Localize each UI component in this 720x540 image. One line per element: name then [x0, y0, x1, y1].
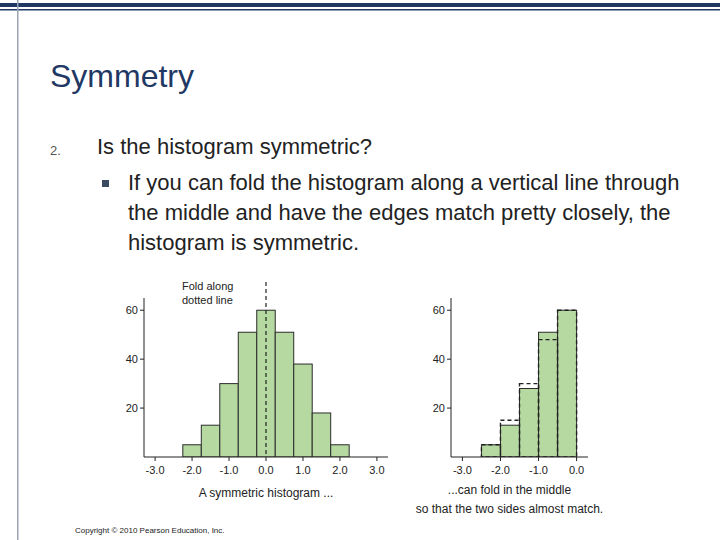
x-tick-label: -2.0	[183, 464, 202, 476]
x-tick	[339, 457, 340, 461]
histogram-bar	[500, 425, 519, 457]
y-tick-label: 60	[126, 304, 138, 316]
item-number: 2.	[50, 143, 61, 158]
histogram-bar	[500, 420, 519, 457]
top-rule	[0, 3, 720, 7]
histogram-bar	[539, 340, 558, 457]
histogram-bar	[539, 332, 558, 457]
caption: A symmetric histogram ...	[199, 486, 334, 500]
annotation: Fold along	[182, 280, 233, 292]
x-tick	[192, 457, 193, 461]
histogram-bar	[520, 384, 539, 457]
x-tick	[229, 457, 230, 461]
y-tick	[140, 408, 144, 409]
x-tick	[500, 457, 501, 461]
x-tick-label: -3.0	[146, 464, 165, 476]
y-tick	[447, 408, 451, 409]
y-tick	[447, 310, 451, 311]
x-axis	[451, 457, 588, 458]
y-tick	[140, 359, 144, 360]
x-tick	[266, 457, 267, 461]
histogram-bar	[481, 445, 500, 457]
x-tick	[462, 457, 463, 461]
x-tick-label: 0.0	[569, 464, 584, 476]
caption: ...can fold in the middle	[448, 483, 572, 497]
y-tick-label: 40	[433, 353, 445, 365]
bullet-marker	[102, 180, 109, 187]
y-axis	[451, 298, 452, 457]
x-tick	[576, 457, 577, 461]
question: Is the histogram symmetric?	[97, 134, 372, 160]
copyright: Copyright © 2010 Pearson Education, Inc.	[75, 526, 225, 535]
x-tick-label: -1.0	[529, 464, 548, 476]
x-tick	[538, 457, 539, 461]
histogram-bar	[520, 389, 539, 457]
x-tick-label: -3.0	[453, 464, 472, 476]
y-tick-label: 20	[433, 402, 445, 414]
histogram-chart: 20 40 60 -3.0 -2.0 -1.0 0.0 ...can fold in the …	[416, 298, 603, 516]
histogram-bar	[481, 445, 500, 457]
x-tick-label: -1.0	[220, 464, 239, 476]
histogram-bar	[275, 332, 293, 457]
x-tick	[376, 457, 377, 461]
y-tick-label: 20	[126, 402, 138, 414]
histogram-bar	[294, 364, 312, 457]
x-tick-label: 3.0	[369, 464, 384, 476]
histogram-bar	[558, 310, 577, 457]
histogram-bar	[312, 413, 330, 457]
x-tick-label: 1.0	[295, 464, 310, 476]
y-tick-label: 40	[126, 353, 138, 365]
x-tick-label: 2.0	[332, 464, 347, 476]
histogram-bar	[220, 384, 238, 457]
top-rule	[0, 9, 720, 11]
x-tick	[155, 457, 156, 461]
y-tick-label: 60	[433, 304, 445, 316]
side-rule	[17, 0, 19, 540]
y-tick	[447, 359, 451, 360]
histogram-bar	[238, 332, 256, 457]
histogram-bar	[201, 425, 219, 457]
fold-line	[265, 282, 266, 457]
plot-marks	[481, 310, 576, 457]
x-tick-label: -2.0	[491, 464, 510, 476]
y-tick	[140, 310, 144, 311]
x-tick-label: 0.0	[258, 464, 273, 476]
histogram-bar	[331, 445, 349, 457]
histogram-bar	[183, 445, 201, 457]
histogram-bar	[558, 310, 577, 457]
x-tick	[302, 457, 303, 461]
slide-title: Symmetry	[50, 58, 194, 95]
caption: so that the two sides almost match.	[416, 502, 603, 516]
bullet-text: If you can fold the histogram along a ve…	[128, 168, 693, 258]
histogram-chart: 20 40 60 -3.0 -2.0 -1.0 0.0 1.0 2.0 3.0 Fold along…	[126, 280, 388, 500]
annotation: dotted line	[182, 294, 233, 306]
y-axis	[144, 298, 145, 457]
